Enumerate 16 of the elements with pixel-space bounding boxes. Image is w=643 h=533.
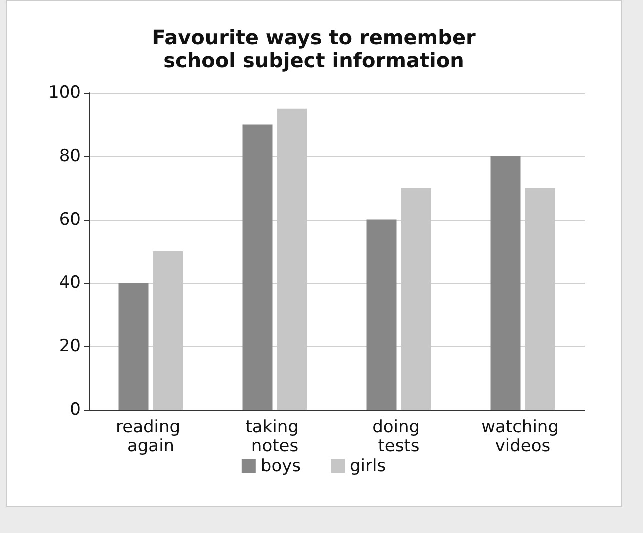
- x-tick-label: watching videos: [482, 418, 564, 456]
- bar: [366, 220, 397, 410]
- y-tick-label: 60: [59, 210, 81, 230]
- x-tick-label: doing tests: [372, 418, 426, 456]
- x-tick-label: reading again: [116, 418, 186, 456]
- legend-label: girls: [350, 456, 386, 476]
- chart-title: Favourite ways to remember school subject information: [152, 26, 476, 72]
- y-tick-label: 0: [70, 400, 81, 420]
- y-tick-label: 80: [59, 146, 81, 166]
- bar: [242, 124, 273, 410]
- y-tick-label: 20: [59, 336, 81, 357]
- y-tick-label: 40: [59, 273, 81, 294]
- bar: [490, 156, 521, 410]
- y-tick-label: 100: [48, 83, 81, 103]
- legend-label: boys: [260, 456, 302, 476]
- bar: [118, 283, 149, 410]
